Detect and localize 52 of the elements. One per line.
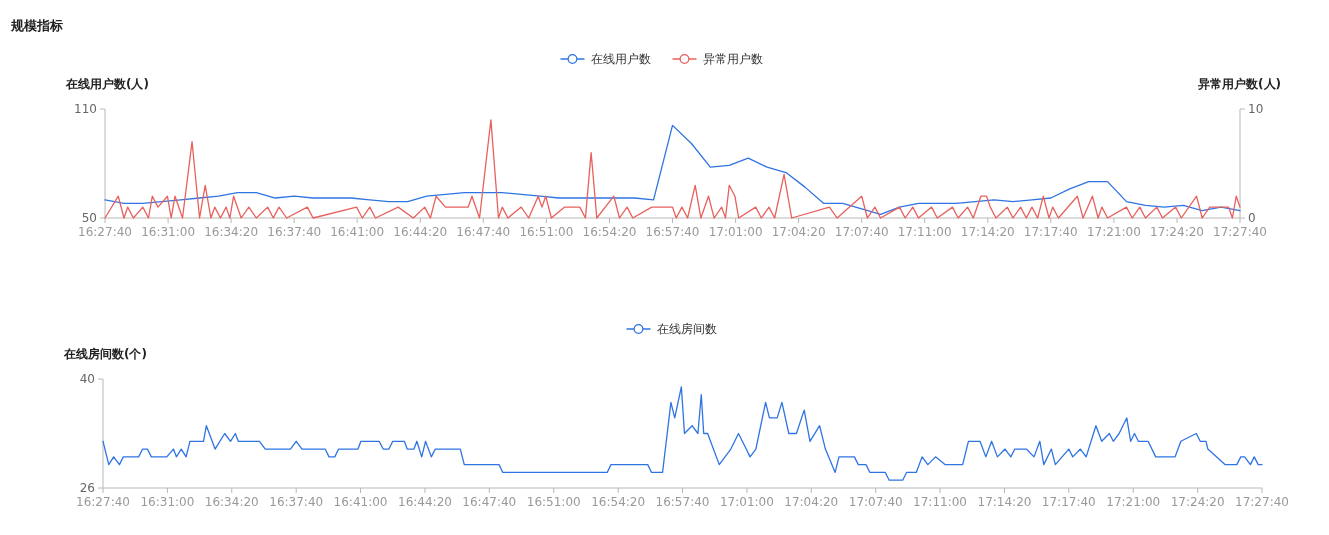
chart-title: 规模指标: [10, 18, 63, 33]
x-tick-label: 16:44:20: [398, 495, 452, 509]
x-tick-label: 17:11:00: [897, 225, 952, 239]
x-tick-label: 16:37:40: [269, 495, 324, 509]
x-tick-label: 16:34:20: [204, 495, 259, 509]
x-tick-label: 16:47:40: [462, 495, 517, 509]
x-tick-label: 16:51:00: [526, 495, 581, 509]
y-tick-label: 26: [79, 481, 95, 495]
x-tick-label: 17:07:40: [848, 495, 903, 509]
x-tick-label: 17:01:00: [708, 225, 763, 239]
x-tick-label: 17:27:40: [1235, 495, 1289, 509]
x-tick-label: 17:14:20: [977, 495, 1032, 509]
x-tick-label: 17:27:40: [1213, 225, 1267, 239]
x-tick-label: 17:01:00: [719, 495, 774, 509]
x-tick-label: 17:24:20: [1150, 225, 1204, 239]
line-series: [102, 386, 1263, 481]
x-tick-label: 16:41:00: [333, 495, 388, 509]
y-tick-label: 50: [81, 211, 97, 225]
x-tick-label: 17:24:20: [1170, 495, 1225, 509]
y-tick-label: 110: [74, 102, 97, 116]
x-tick-label: 17:21:00: [1106, 495, 1161, 509]
x-tick-label: 16:44:20: [393, 225, 448, 239]
legend-label: 在线用户数: [590, 52, 651, 66]
x-tick-label: 17:14:20: [960, 225, 1015, 239]
x-tick-label: 16:54:20: [591, 495, 646, 509]
x-tick-label: 17:17:40: [1023, 225, 1078, 239]
x-tick-label: 17:04:20: [771, 225, 826, 239]
y2-axis-title: 异常用户数(人): [1197, 77, 1281, 91]
x-tick-label: 17:07:40: [834, 225, 889, 239]
x-tick-label: 16:47:40: [456, 225, 511, 239]
y2-tick-label: 0: [1248, 211, 1256, 225]
x-tick-label: 16:57:40: [655, 495, 710, 509]
x-tick-label: 17:17:40: [1041, 495, 1096, 509]
x-tick-label: 16:34:20: [204, 225, 259, 239]
legend-label: 异常用户数: [702, 52, 763, 66]
x-tick-label: 17:04:20: [784, 495, 839, 509]
x-tick-label: 16:27:40: [78, 225, 132, 239]
y2-tick-label: 10: [1248, 102, 1264, 116]
y-tick-label: 40: [79, 372, 95, 386]
x-tick-label: 16:51:00: [519, 225, 574, 239]
x-tick-label: 17:21:00: [1086, 225, 1141, 239]
x-tick-label: 17:11:00: [913, 495, 967, 509]
y-axis-title: 在线房间数(个): [63, 347, 147, 361]
x-tick-label: 16:37:40: [267, 225, 322, 239]
x-tick-label: 16:54:20: [582, 225, 637, 239]
legend-label: 在线房间数: [656, 322, 717, 336]
x-tick-label: 16:41:00: [330, 225, 385, 239]
x-tick-label: 16:57:40: [645, 225, 700, 239]
x-tick-label: 16:31:00: [140, 495, 195, 509]
x-tick-label: 16:27:40: [76, 495, 130, 509]
y-axis-title: 在线用户数(人): [65, 77, 149, 91]
x-tick-label: 16:31:00: [141, 225, 196, 239]
